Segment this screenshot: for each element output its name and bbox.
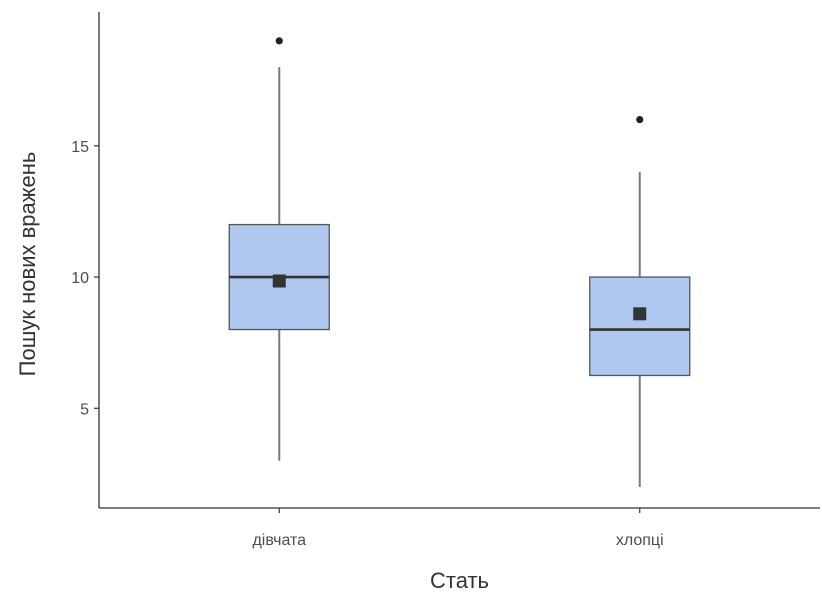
ticks-layer: 5 10 15 дівчата хлопці xyxy=(71,139,663,549)
outlier-point xyxy=(636,115,644,124)
box-group-0 xyxy=(228,37,330,461)
x-tick-label: хлопці xyxy=(616,532,664,549)
axes-layer xyxy=(98,12,820,509)
y-tick-label: 15 xyxy=(71,139,89,156)
x-axis-title: Стать xyxy=(430,568,489,592)
outlier-point xyxy=(275,37,283,45)
mean-marker xyxy=(272,274,286,288)
y-axis-title: Пошук нових вражень xyxy=(15,152,40,377)
marks-layer xyxy=(228,37,691,488)
mean-marker xyxy=(633,307,647,321)
y-tick-label: 10 xyxy=(71,270,89,287)
x-tick-label: дівчата xyxy=(252,532,306,549)
y-tick-label: 5 xyxy=(80,401,89,418)
box-group-1 xyxy=(589,115,691,488)
box-iqr xyxy=(589,276,691,377)
